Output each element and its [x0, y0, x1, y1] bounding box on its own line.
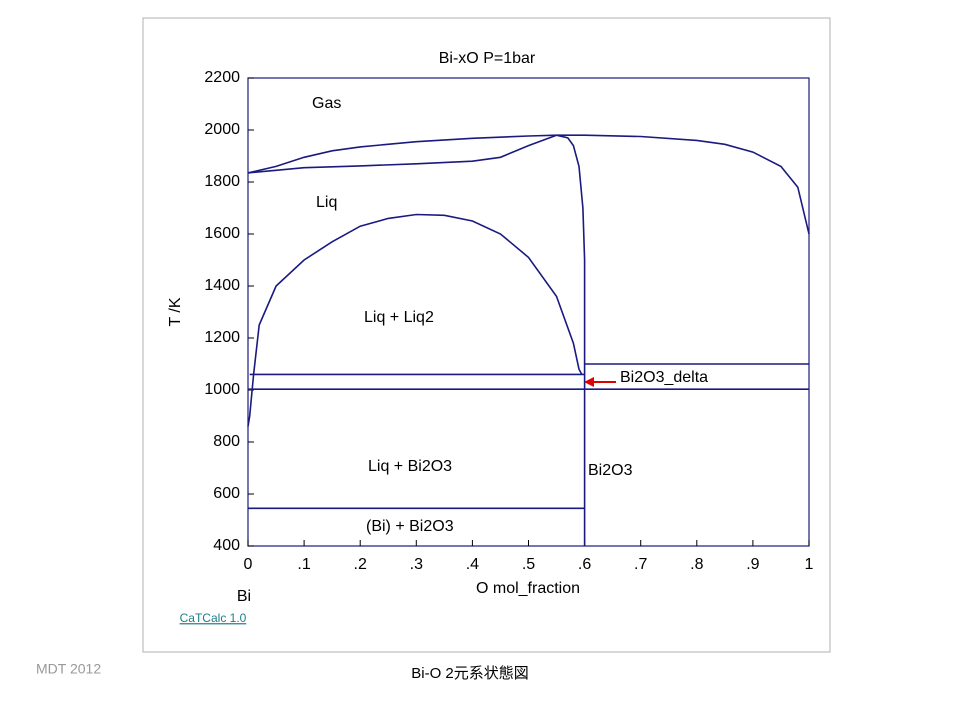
plot-frame	[247, 77, 810, 547]
phase-boundary	[247, 213, 583, 427]
y-tick-label: 1400	[204, 277, 240, 294]
annotation: Liq + Bi2O3	[368, 458, 452, 475]
chart-border	[142, 17, 831, 653]
software-link[interactable]: CaTCalc 1.0	[180, 611, 247, 625]
annotation: (Bi) + Bi2O3	[366, 518, 454, 535]
y-tick-label: 2200	[204, 69, 240, 86]
x-tick-label: .7	[634, 556, 647, 573]
y-tick-label: 1200	[204, 329, 240, 346]
credit: MDT 2012	[36, 661, 101, 677]
x-tick-label: .5	[522, 556, 535, 573]
annotation: Bi2O3	[588, 462, 633, 479]
y-tick-label: 600	[213, 485, 240, 502]
y-tick-label: 1600	[204, 225, 240, 242]
y-tick-label: 2000	[204, 121, 240, 138]
annotation: Gas	[312, 95, 341, 112]
caption: Bi-O 2元系状態図	[411, 665, 529, 682]
x-tick-label: 1	[805, 556, 814, 573]
arrow	[584, 377, 616, 387]
x-tick-label: .6	[578, 556, 591, 573]
x-tick-label: .1	[297, 556, 310, 573]
y-tick-label: 1800	[204, 173, 240, 190]
y-axis-label: T /K	[167, 297, 184, 326]
x-axis-label: O mol_fraction	[476, 580, 580, 597]
annotation: Liq + Liq2	[364, 309, 434, 326]
annotation: Bi	[237, 588, 251, 605]
annotation: Bi2O3_delta	[620, 369, 708, 386]
chart-title: Bi-xO P=1bar	[439, 50, 536, 67]
phase-boundary	[556, 134, 586, 546]
phase-boundary	[247, 134, 810, 235]
x-tick-label: .4	[466, 556, 479, 573]
x-tick-label: .9	[746, 556, 759, 573]
x-tick-label: .3	[410, 556, 423, 573]
y-tick-label: 800	[213, 433, 240, 450]
y-tick-label: 400	[213, 537, 240, 554]
phase-boundary	[247, 134, 557, 174]
x-tick-label: .8	[690, 556, 703, 573]
x-tick-label: 0	[244, 556, 253, 573]
x-tick-label: .2	[354, 556, 367, 573]
y-tick-label: 1000	[204, 381, 240, 398]
annotation: Liq	[316, 194, 337, 211]
